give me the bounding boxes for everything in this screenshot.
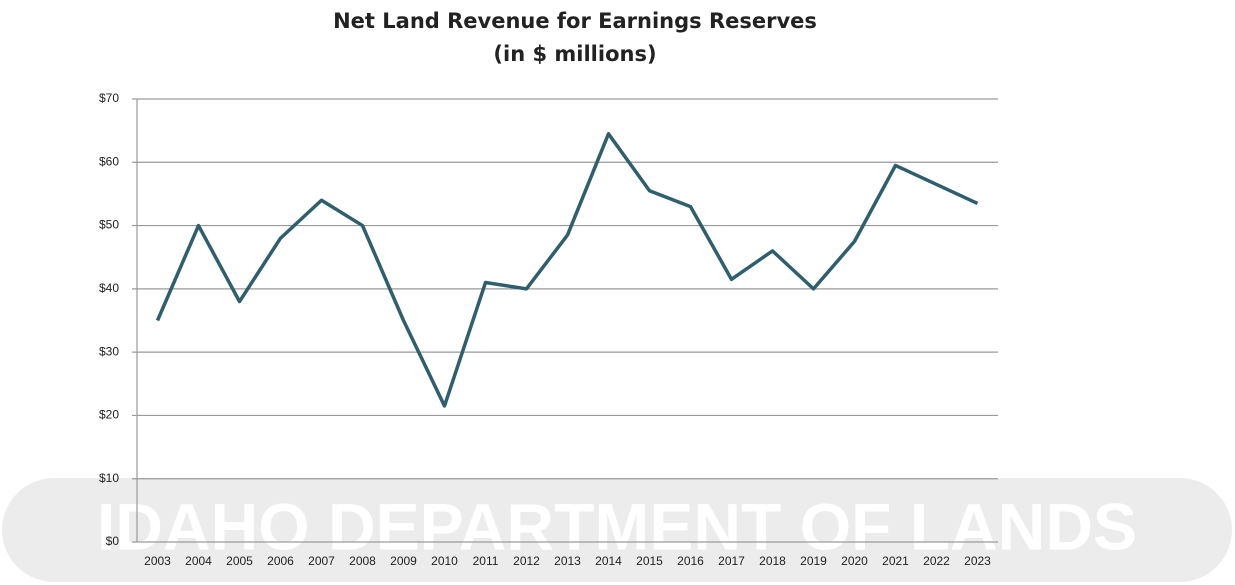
x-tick-label: 2020 bbox=[841, 554, 868, 568]
x-tick-label: 2023 bbox=[964, 554, 991, 568]
y-tick-label: $0 bbox=[106, 534, 120, 548]
page: {"chart_data": {"type": "line", "title":… bbox=[0, 0, 1235, 585]
x-tick-label: 2012 bbox=[513, 554, 540, 568]
x-tick-label: 2022 bbox=[923, 554, 950, 568]
x-tick-label: 2016 bbox=[677, 554, 704, 568]
x-tick-label: 2008 bbox=[349, 554, 376, 568]
y-tick-label: $10 bbox=[99, 471, 119, 485]
y-tick-label: $20 bbox=[99, 408, 119, 422]
x-tick-label: 2010 bbox=[431, 554, 458, 568]
y-tick-label: $40 bbox=[99, 281, 119, 295]
x-tick-label: 2003 bbox=[144, 554, 171, 568]
x-tick-label: 2017 bbox=[718, 554, 745, 568]
x-tick-label: 2014 bbox=[595, 554, 622, 568]
watermark: IDAHO DEPARTMENT OF LANDS bbox=[97, 489, 1137, 563]
y-tick-label: $70 bbox=[99, 91, 119, 105]
x-tick-label: 2004 bbox=[185, 554, 212, 568]
x-tick-label: 2018 bbox=[759, 554, 786, 568]
x-tick-label: 2021 bbox=[882, 554, 909, 568]
x-tick-label: 2015 bbox=[636, 554, 663, 568]
chart-subtitle: (in $ millions) bbox=[493, 42, 656, 66]
chart-title: Net Land Revenue for Earnings Reserves bbox=[333, 9, 817, 33]
x-tick-label: 2009 bbox=[390, 554, 417, 568]
x-tick-label: 2011 bbox=[473, 554, 499, 568]
y-tick-label: $30 bbox=[99, 344, 119, 358]
y-tick-label: $60 bbox=[99, 154, 119, 168]
line bbox=[158, 134, 978, 406]
x-tick-label: 2006 bbox=[267, 554, 294, 568]
x-tick-label: 2007 bbox=[308, 554, 335, 568]
x-tick-label: 2019 bbox=[800, 554, 827, 568]
chart: IDAHO DEPARTMENT OF LANDS Net Land Reven… bbox=[0, 0, 1235, 585]
y-tick-label: $50 bbox=[99, 218, 119, 232]
x-tick-label: 2013 bbox=[554, 554, 581, 568]
x-tick-label: 2005 bbox=[226, 554, 253, 568]
